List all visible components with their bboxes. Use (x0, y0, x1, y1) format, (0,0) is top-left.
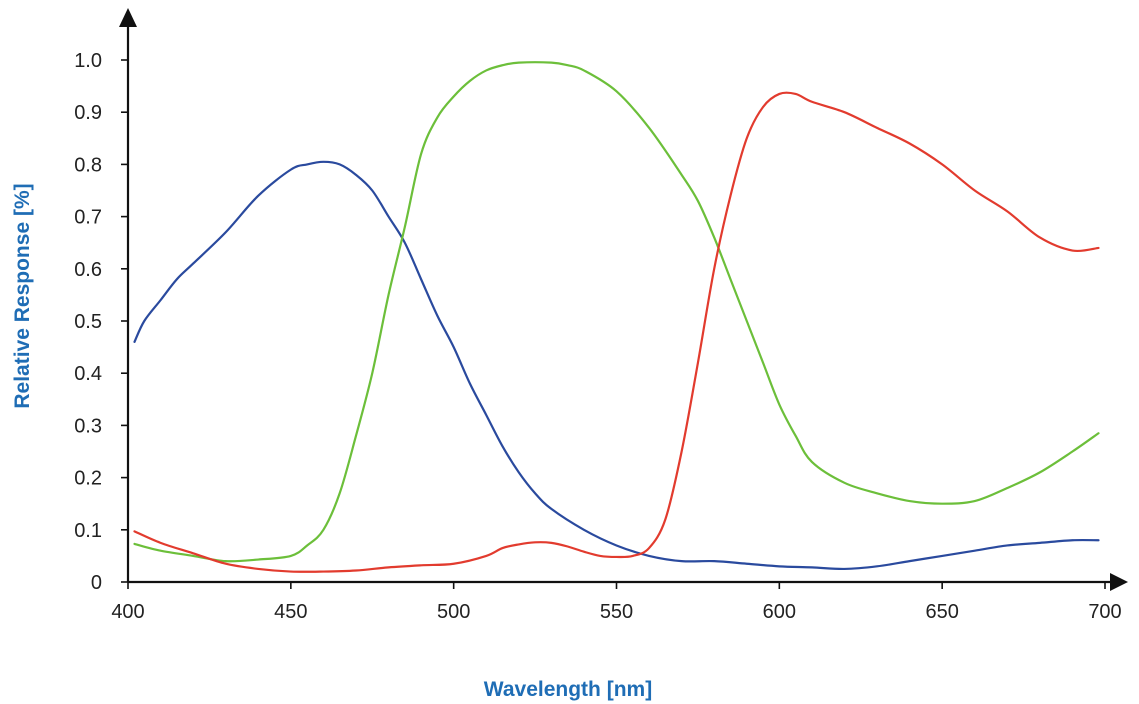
x-tick-label: 650 (925, 601, 958, 623)
y-axis-title: Relative Response [%] (11, 183, 34, 408)
y-tick-label: 0.1 (74, 520, 102, 542)
green-series-line (133, 61, 1100, 563)
y-tick-label: 1.0 (74, 50, 102, 72)
x-tick-label: 450 (274, 601, 307, 623)
x-tick-label: 550 (600, 601, 633, 623)
y-tick-label: 0.8 (74, 154, 102, 176)
blue-series-line (133, 160, 1100, 571)
y-tick-label: 0.3 (74, 415, 102, 437)
ticks-layer: 400 450 500 550 600 650 700 0 0.1 0.2 0.3 0.4 0.5 0.6… (74, 50, 1122, 623)
y-tick-label: 0 (91, 572, 102, 594)
series-layer (133, 61, 1100, 573)
y-tick-label: 0.4 (74, 363, 102, 385)
x-axis-title: Wavelength [nm] (484, 678, 652, 701)
x-tick-label: 400 (111, 601, 144, 623)
y-axis-arrow-icon (119, 8, 137, 27)
x-tick-label: 700 (1088, 601, 1121, 623)
y-tick-label: 0.5 (74, 311, 102, 333)
y-tick-label: 0.7 (74, 207, 102, 229)
x-tick-label: 600 (763, 601, 796, 623)
axes-layer (119, 8, 1128, 591)
x-axis-arrow-icon (1110, 573, 1128, 591)
y-tick-label: 0.9 (74, 102, 102, 124)
y-tick-label: 0.2 (74, 468, 102, 490)
y-tick-label: 0.6 (74, 259, 102, 281)
x-tick-label: 500 (437, 601, 470, 623)
red-series-line (133, 91, 1100, 573)
